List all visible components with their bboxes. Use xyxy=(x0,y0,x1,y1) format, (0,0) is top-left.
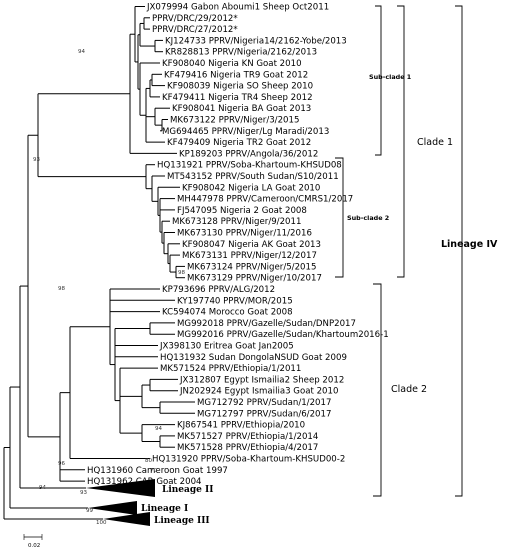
taxon-label: MK571527 PPRV/Ethiopia/1/2014 xyxy=(177,432,318,442)
bootstrap-value: 100 xyxy=(96,520,107,526)
taxon-label: MK673131 PPRV/Niger/12/2017 xyxy=(182,251,317,261)
taxon-label: JX312807 Egypt Ismailia2 Sheep 2012 xyxy=(179,375,344,385)
taxon-label: MT543152 PPRV/South Sudan/S10/2011 xyxy=(167,172,339,182)
taxon-label: PPRV/DRC/29/2012* xyxy=(152,14,238,24)
bootstrap-value: 94 xyxy=(155,426,162,432)
lineage-i-label: Lineage I xyxy=(141,504,188,514)
taxon-label: MG712797 PPRV/Sudan/6/2017 xyxy=(197,409,331,419)
taxon-label: KY197740 PPRV/MOR/2015 xyxy=(177,296,293,306)
taxon-label: KF479411 Nigeria TR4 Sheep 2012 xyxy=(162,93,313,103)
bootstrap-value: 98 xyxy=(58,286,65,292)
taxon-label: MK673128 PPRV/Niger/9/2011 xyxy=(172,217,301,227)
taxon-label: KF479409 Nigeria TR2 Goat 2012 xyxy=(167,138,311,148)
taxon-label: KF908041 Nigeria BA Goat 2013 xyxy=(172,104,311,114)
subclade-1-label: Sub-clade 1 xyxy=(369,73,411,81)
bootstrap-value: 98 xyxy=(178,270,185,276)
lineage-ii-label: Lineage II xyxy=(162,485,213,495)
taxon-label: MK673130 PPRV/Niger/11/2016 xyxy=(177,229,312,239)
bootstrap-value: 96 xyxy=(58,461,65,467)
taxon-label: KF908039 Nigeria SO Sheep 2010 xyxy=(167,82,313,92)
lineage-iii-collapsed-clade xyxy=(103,512,150,526)
taxon-label: JX398130 Eritrea Goat Jan2005 xyxy=(159,342,294,352)
bootstrap-value: 94 xyxy=(39,485,46,491)
taxon-label: MK673129 PPRV/Niger/10/2017 xyxy=(187,274,322,284)
taxon-label: MK571524 PPRV/Ethiopia/1/2011 xyxy=(160,364,301,374)
taxon-label: MG712792 PPRV/Sudan/1/2017 xyxy=(197,398,331,408)
taxon-label: HQ131932 Sudan DongolaNSUD Goat 2009 xyxy=(160,353,347,363)
taxon-label: HQ131960 Cameroon Goat 1997 xyxy=(87,466,228,476)
taxon-label: MK673124 PPRV/Niger/5/2015 xyxy=(187,262,316,272)
taxon-label: FJ547095 Nigeria 2 Goat 2008 xyxy=(177,206,307,216)
taxon-label: MG992018 PPRV/Gazelle/Sudan/DNP2017 xyxy=(177,319,356,329)
clade-2-label: Clade 2 xyxy=(391,384,427,395)
taxon-label: KC594074 Morocco Goat 2008 xyxy=(162,308,293,318)
taxon-label: KF908042 Nigeria LA Goat 2010 xyxy=(182,183,320,193)
taxon-label: KP793696 PPRV/ALG/2012 xyxy=(162,285,275,295)
taxon-label: JX079994 Gabon Aboumi1 Sheep Oct2011 xyxy=(146,3,329,13)
taxon-label: KJ124733 PPRV/Nigeria14/2162-Yobe/2013 xyxy=(165,36,347,46)
bootstrap-value: 94 xyxy=(78,49,85,55)
lineage-ii-collapsed-clade xyxy=(86,479,155,497)
lineage-i-collapsed-clade xyxy=(88,501,137,515)
taxon-label: MH447978 PPRV/Cameroon/CMRS1/2017 xyxy=(177,195,353,205)
bootstrap-value: 70 xyxy=(150,468,157,474)
subclade-2-label: Sub-clade 2 xyxy=(347,214,389,222)
taxon-label: KP189203 PPRV/Angola/36/2012 xyxy=(179,149,318,159)
bootstrap-value: 99 xyxy=(86,508,93,514)
clade-1-bracket xyxy=(397,5,405,278)
lineage-iii-label: Lineage III xyxy=(154,516,210,526)
taxon-label: JN202924 Egypt Ismailia3 Goat 2010 xyxy=(179,387,338,397)
bootstrap-value: 93 xyxy=(80,490,87,496)
taxon-label: KR828813 PPRV/Nigeria/2162/2013 xyxy=(165,48,317,58)
taxon-label: KF908047 Nigeria AK Goat 2013 xyxy=(182,240,321,250)
subclade-1-bracket xyxy=(375,5,382,156)
taxon-label: KF908040 Nigeria KN Goat 2010 xyxy=(162,59,302,69)
subclade-2-bracket xyxy=(335,157,344,278)
lineage-iv-label: Lineage IV xyxy=(441,239,498,250)
taxon-label: HQ131921 PPRV/Soba-Khartoum-KHSUD08 xyxy=(157,161,342,171)
clade-1-label: Clade 1 xyxy=(417,137,453,148)
scale-bar-label: 0.02 xyxy=(28,543,40,549)
bootstrap-value: 80 xyxy=(145,458,152,464)
taxon-label: PPRV/DRC/27/2012* xyxy=(152,25,238,35)
taxon-label: MK673122 PPRV/Niger/3/2015 xyxy=(170,116,299,126)
taxon-label: KF479416 Nigeria TR9 Goat 2012 xyxy=(164,70,308,80)
taxon-label: KJ867541 PPRV/Ethiopia/2010 xyxy=(177,421,305,431)
lineage-iv-bracket xyxy=(455,5,463,497)
taxon-labels: JX079994 Gabon Aboumi1 Sheep Oct2011PPRV… xyxy=(87,3,389,488)
taxon-label: MG694465 PPRV/Niger/Lg Maradi/2013 xyxy=(162,127,329,137)
taxon-label: MG992016 PPRV/Gazelle/Sudan/Khartoum2016… xyxy=(177,330,389,340)
tree-branches xyxy=(3,6,195,520)
clade-2-bracket xyxy=(373,283,382,497)
taxon-label: MK571528 PPRV/Ethiopia/4/2017 xyxy=(177,443,318,453)
taxon-label: HQ131920 PPRV/Soba-Khartoum-KHSUD00-2 xyxy=(152,455,345,465)
bootstrap-value: 93 xyxy=(33,157,40,163)
